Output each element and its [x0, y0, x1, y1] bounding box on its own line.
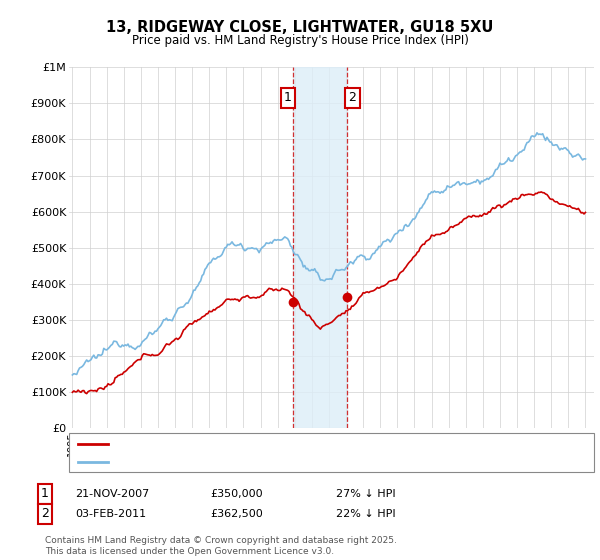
Text: 2: 2	[349, 91, 356, 104]
Text: 1: 1	[41, 487, 49, 501]
Bar	[293, 67, 347, 428]
Text: 03-FEB-2011: 03-FEB-2011	[75, 508, 146, 519]
Text: Contains HM Land Registry data © Crown copyright and database right 2025.
This d: Contains HM Land Registry data © Crown c…	[45, 536, 397, 556]
Text: 1: 1	[284, 91, 292, 104]
Text: 27% ↓ HPI: 27% ↓ HPI	[336, 489, 395, 499]
Text: £350,000: £350,000	[210, 489, 263, 499]
Text: Price paid vs. HM Land Registry's House Price Index (HPI): Price paid vs. HM Land Registry's House …	[131, 34, 469, 46]
Text: 13, RIDGEWAY CLOSE, LIGHTWATER, GU18 5XU (detached house): 13, RIDGEWAY CLOSE, LIGHTWATER, GU18 5XU…	[114, 439, 455, 449]
Text: 22% ↓ HPI: 22% ↓ HPI	[336, 508, 395, 519]
Text: 21-NOV-2007: 21-NOV-2007	[75, 489, 149, 499]
Text: HPI: Average price, detached house, Surrey Heath: HPI: Average price, detached house, Surr…	[114, 457, 376, 467]
Text: 13, RIDGEWAY CLOSE, LIGHTWATER, GU18 5XU: 13, RIDGEWAY CLOSE, LIGHTWATER, GU18 5XU	[106, 20, 494, 35]
Text: 2: 2	[41, 507, 49, 520]
Text: £362,500: £362,500	[210, 508, 263, 519]
